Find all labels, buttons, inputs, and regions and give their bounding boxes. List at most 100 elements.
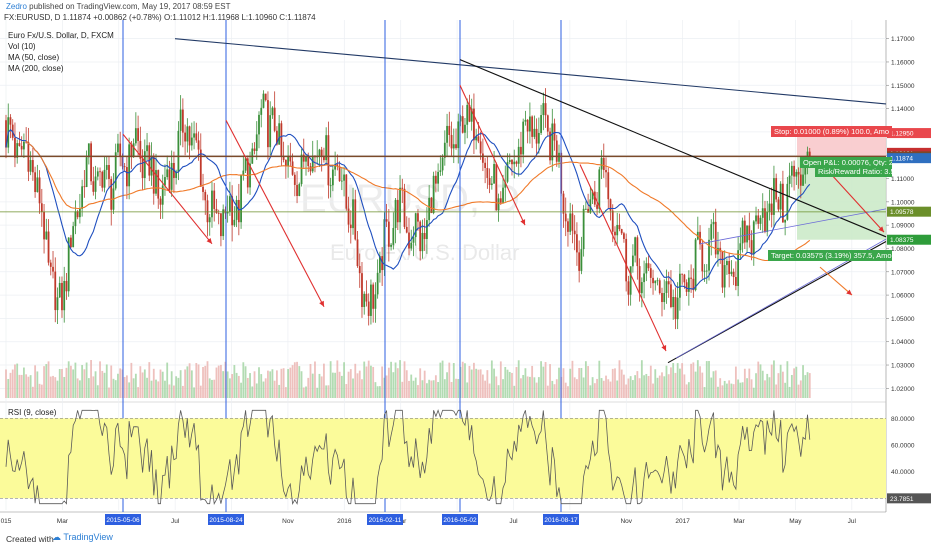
candle-body — [681, 273, 684, 275]
volume-bar — [443, 379, 446, 398]
volume-bar — [114, 380, 117, 398]
volume-bar — [126, 375, 128, 398]
volume-bar — [343, 362, 345, 398]
candle-body — [788, 175, 791, 184]
candle-body — [253, 148, 256, 151]
candle-body — [237, 199, 240, 223]
candle-body — [728, 261, 731, 275]
candle-body — [195, 133, 198, 141]
candle-body — [428, 197, 431, 221]
tradingview-brand: TradingView — [63, 532, 113, 542]
volume-bar — [475, 368, 478, 398]
candle-body — [636, 237, 639, 267]
volume-bar — [195, 363, 198, 398]
candle-body — [643, 273, 645, 283]
volume-bar — [9, 372, 12, 398]
volume-bar — [625, 384, 628, 398]
volume-bar — [748, 368, 751, 398]
volume-bar — [779, 364, 782, 398]
volume-bar — [777, 373, 780, 398]
candle-body — [378, 256, 381, 273]
candle-body — [730, 271, 733, 275]
candle-body — [667, 281, 670, 285]
candle-body — [94, 176, 97, 192]
candle-body — [672, 296, 675, 308]
volume-bar — [766, 373, 769, 398]
volume-bar — [18, 374, 21, 398]
volume-bar — [784, 382, 787, 398]
candle-body — [262, 93, 265, 108]
arrow-head — [846, 289, 852, 296]
volume-bar — [517, 360, 520, 398]
volume-bar — [732, 384, 735, 398]
tradingview-logo[interactable]: ☁ TradingView — [52, 532, 113, 543]
candle-body — [188, 126, 191, 146]
candle-body — [701, 244, 704, 272]
volume-bar — [634, 375, 637, 398]
volume-bar — [410, 374, 413, 398]
candle-body — [164, 177, 166, 186]
rsi-current-label: 23.7851 — [890, 496, 914, 503]
volume-bar — [74, 362, 77, 398]
indicator-volume[interactable]: Vol (10) — [8, 42, 36, 51]
indicator-ma50[interactable]: MA (50, close) — [8, 53, 60, 62]
volume-bar — [349, 369, 352, 398]
indicator-ma200[interactable]: MA (200, close) — [8, 64, 64, 73]
candle-body — [578, 252, 581, 271]
volume-bar — [161, 371, 164, 398]
volume-bar — [589, 385, 592, 398]
candle-body — [674, 296, 677, 320]
volume-bar — [121, 369, 124, 398]
event-date-tag — [105, 514, 141, 525]
candle-body — [450, 134, 453, 149]
candle-body — [179, 109, 182, 131]
volume-bar — [618, 360, 621, 398]
candle-body — [29, 160, 32, 172]
volume-bar — [255, 383, 258, 398]
volume-bar — [374, 382, 377, 398]
volume-bar — [759, 364, 762, 398]
volume-bar — [414, 377, 417, 398]
volume-bar — [137, 387, 139, 398]
price-tick-label: 1.09000 — [891, 223, 915, 230]
candle-body — [220, 213, 222, 237]
candle-body — [741, 220, 744, 244]
candle-body — [439, 170, 442, 172]
candle-body — [103, 169, 106, 188]
candle-body — [267, 100, 269, 148]
candle-body — [273, 107, 276, 131]
candle-body — [634, 237, 637, 256]
candle-body — [105, 165, 108, 170]
volume-bar — [296, 361, 298, 398]
volume-bar — [213, 379, 216, 398]
volume-bar — [506, 369, 509, 398]
candle-body — [542, 103, 545, 116]
volume-bar — [614, 368, 616, 398]
candle-body — [676, 297, 679, 320]
publish-text: published on TradingView.com, May 19, 20… — [29, 2, 231, 11]
rsi-label[interactable]: RSI (9, close) — [8, 408, 57, 417]
candle-body — [329, 185, 332, 187]
candle-body — [432, 175, 435, 214]
candle-body — [419, 221, 422, 252]
candle-body — [181, 109, 184, 133]
volume-bar — [387, 367, 390, 398]
author-name[interactable]: Zedro — [6, 2, 27, 11]
candle-body — [412, 237, 415, 243]
volume-bar — [96, 385, 99, 398]
chart-canvas[interactable]: 1.170001.160001.150001.140001.130001.120… — [0, 0, 932, 530]
price-tick-label: 1.04000 — [891, 339, 915, 346]
volume-bar — [224, 361, 227, 398]
volume-bar — [54, 377, 57, 398]
candle-body — [605, 170, 607, 173]
volume-bar — [29, 375, 32, 398]
volume-bar — [365, 366, 368, 398]
volume-bar — [56, 380, 59, 398]
volume-bar — [276, 370, 278, 398]
candle-body — [18, 143, 21, 146]
volume-bar — [734, 366, 737, 398]
candle-body — [52, 266, 54, 272]
volume-bar — [708, 361, 710, 398]
candle-body — [74, 211, 77, 227]
